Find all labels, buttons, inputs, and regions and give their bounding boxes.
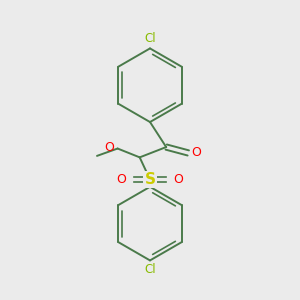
Text: Cl: Cl xyxy=(144,263,156,276)
Text: O: O xyxy=(117,173,126,186)
Text: O: O xyxy=(174,173,183,186)
Text: O: O xyxy=(104,141,114,154)
Text: S: S xyxy=(145,172,155,187)
Text: O: O xyxy=(191,146,201,159)
Text: Cl: Cl xyxy=(144,32,156,45)
